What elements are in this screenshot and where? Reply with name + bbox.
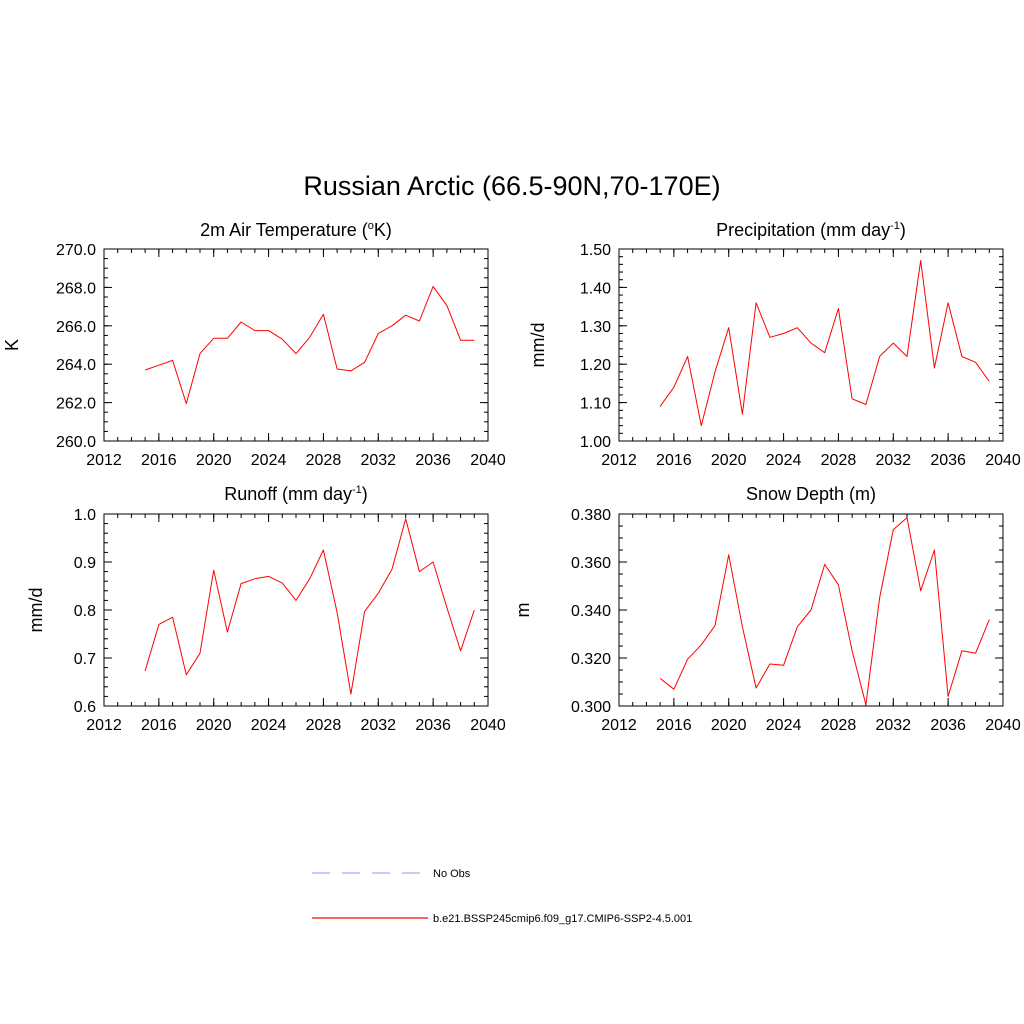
- panel-title-main: Runoff (mm day: [224, 484, 352, 504]
- panel-1: 2m Air Temperature (oK) K 2012 2016 2020 2024…: [2, 220, 506, 469]
- panel-title-tail: K): [374, 220, 392, 240]
- panel-4: Snow Depth (m) m 2012 2016 2020 2024 2028 2032 2…: [513, 484, 1021, 734]
- y-tick-label: 0.9: [74, 555, 96, 572]
- x-tick-label: 2012: [86, 717, 122, 734]
- x-tick-label: 2016: [656, 717, 692, 734]
- y-tick-label: 0.360: [571, 555, 611, 572]
- x-tick-label: 2024: [251, 452, 287, 469]
- x-tick-label: 2020: [711, 452, 747, 469]
- x-tick-label: 2020: [196, 717, 232, 734]
- y-tick-label: 1.00: [580, 434, 611, 451]
- y-tick-label: 1.50: [580, 242, 611, 259]
- y-tick-label: 0.340: [571, 603, 611, 620]
- panel-title-superscript: o: [368, 220, 374, 232]
- plot-frame: [103, 248, 489, 442]
- x-tick-label: 2036: [415, 717, 451, 734]
- x-tick-label: 2032: [875, 452, 911, 469]
- y-axis-label: m: [513, 603, 533, 618]
- x-tick-label: 2040: [985, 452, 1021, 469]
- series-line: [144, 285, 475, 405]
- plot-frame: [618, 248, 1004, 442]
- plot-frame: [103, 513, 489, 707]
- x-tick-label: 2040: [470, 717, 506, 734]
- y-axis-label: mm/d: [26, 588, 46, 633]
- panel-title-tail: ): [900, 220, 906, 240]
- x-tick-label: 2028: [821, 452, 857, 469]
- y-tick-label: 0.300: [571, 699, 611, 716]
- x-tick-label: 2040: [470, 452, 506, 469]
- figure-title: Russian Arctic (66.5-90N,70-170E): [303, 171, 720, 201]
- x-tick-label: 2020: [711, 717, 747, 734]
- x-tick-label: 2028: [306, 717, 342, 734]
- y-tick-label: 260.0: [56, 434, 96, 451]
- legend: No Obs b.e21.BSSP245cmip6.f09_g17.CMIP6-…: [312, 868, 692, 925]
- series-line: [659, 260, 990, 427]
- panel-3: Runoff (mm day-1) mm/d 2012 2016 2020 2024 202…: [26, 484, 506, 734]
- x-tick-label: 2012: [601, 452, 637, 469]
- y-tick-label: 0.320: [571, 651, 611, 668]
- y-tick-label: 0.7: [74, 651, 96, 668]
- x-tick-label: 2032: [875, 717, 911, 734]
- x-tick-label: 2020: [196, 452, 232, 469]
- panel-title: Snow Depth (m): [746, 484, 876, 504]
- x-tick-label: 2016: [141, 717, 177, 734]
- y-tick-label: 1.40: [580, 280, 611, 297]
- panel-2: Precipitation (mm day-1) mm/d 2012 2016 2020…: [528, 220, 1021, 469]
- y-tick-label: 264.0: [56, 357, 96, 374]
- x-tick-label: 2012: [86, 452, 122, 469]
- panel-title-main: Precipitation (mm day: [716, 220, 890, 240]
- y-tick-label: 1.30: [580, 319, 611, 336]
- x-tick-label: 2024: [251, 717, 287, 734]
- y-tick-label: 1.10: [580, 396, 611, 413]
- x-tick-label: 2016: [141, 452, 177, 469]
- y-tick-label: 0.380: [571, 507, 611, 524]
- series-line: [659, 517, 990, 706]
- y-axis-label: mm/d: [528, 323, 548, 368]
- x-tick-label: 2024: [766, 452, 802, 469]
- panel-title: 2m Air Temperature (oK): [200, 220, 392, 240]
- panel-title-main: 2m Air Temperature (: [200, 220, 368, 240]
- x-tick-label: 2016: [656, 452, 692, 469]
- panel-title-superscript: -1: [352, 484, 362, 496]
- y-tick-label: 0.6: [74, 699, 96, 716]
- y-tick-label: 266.0: [56, 319, 96, 336]
- x-tick-label: 2012: [601, 717, 637, 734]
- panels: 2m Air Temperature (oK) K 2012 2016 2020 2024…: [2, 220, 1021, 734]
- y-tick-label: 1.20: [580, 357, 611, 374]
- y-tick-label: 270.0: [56, 242, 96, 259]
- x-tick-label: 2036: [930, 717, 966, 734]
- y-tick-label: 0.8: [74, 603, 96, 620]
- panel-title-superscript: -1: [890, 220, 900, 232]
- x-tick-label: 2028: [821, 717, 857, 734]
- panel-title-main: Snow Depth (m): [746, 484, 876, 504]
- y-tick-label: 268.0: [56, 280, 96, 297]
- series-line: [144, 518, 475, 695]
- x-tick-label: 2024: [766, 717, 802, 734]
- x-tick-label: 2040: [985, 717, 1021, 734]
- x-tick-label: 2036: [415, 452, 451, 469]
- y-axis-label: K: [2, 339, 22, 351]
- x-tick-label: 2032: [360, 717, 396, 734]
- panel-title-tail: ): [362, 484, 368, 504]
- x-tick-label: 2032: [360, 452, 396, 469]
- y-tick-label: 1.0: [74, 507, 96, 524]
- panel-title: Runoff (mm day-1): [224, 484, 368, 504]
- panel-title: Precipitation (mm day-1): [716, 220, 906, 240]
- x-tick-label: 2028: [306, 452, 342, 469]
- legend-no-obs-label: No Obs: [433, 868, 471, 880]
- legend-model-label: b.e21.BSSP245cmip6.f09_g17.CMIP6-SSP2-4.…: [433, 913, 692, 925]
- x-tick-label: 2036: [930, 452, 966, 469]
- y-tick-label: 262.0: [56, 396, 96, 413]
